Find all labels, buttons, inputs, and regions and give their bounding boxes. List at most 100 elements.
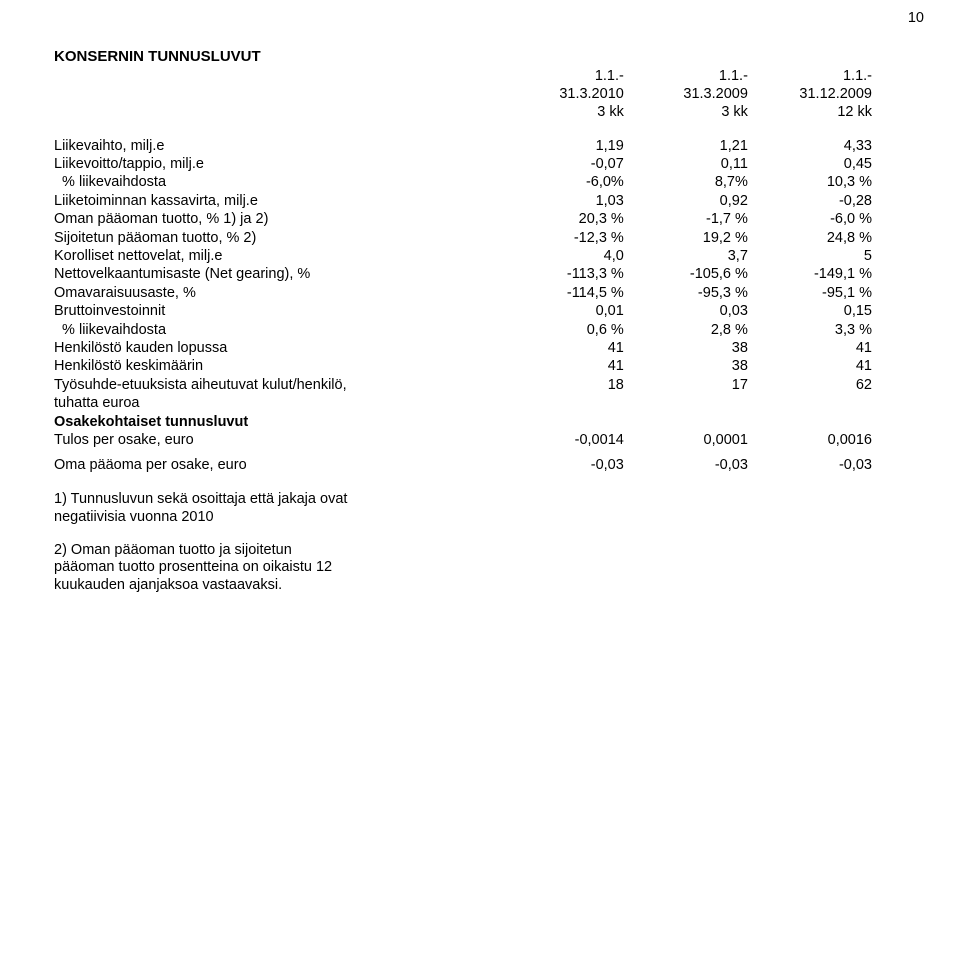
header-cell: 12 kk (776, 104, 900, 122)
row-label: Omavaraisuusaste, % (54, 284, 528, 302)
row-label: Oman pääoman tuotto, % 1) ja 2) (54, 211, 528, 229)
row-value: -6,0 % (776, 211, 900, 229)
row-label: Henkilöstö keskimäärin (54, 358, 528, 376)
row-label: Bruttoinvestoinnit (54, 303, 528, 321)
footnote: 1) Tunnusluvun sekä osoittaja että jakaj… (54, 491, 394, 526)
row-value: 41 (776, 358, 900, 376)
header-cell: 31.3.2009 (652, 85, 776, 103)
header-cell (54, 104, 528, 122)
table-row: Liiketoiminnan kassavirta, milj.e1,030,9… (54, 192, 900, 210)
row-value: 4,0 (528, 248, 652, 266)
empty (528, 413, 652, 431)
header-cell: 1.1.- (528, 67, 652, 85)
row-value: 1,21 (652, 137, 776, 155)
row-value: 41 (776, 339, 900, 357)
row-value: 38 (652, 358, 776, 376)
header-cell (54, 67, 528, 85)
table-row: % liikevaihdosta0,6 %2,8 %3,3 % (54, 321, 900, 339)
row-value: 4,33 (776, 137, 900, 155)
row-value: 24,8 % (776, 229, 900, 247)
header-cell: 31.3.2010 (528, 85, 652, 103)
table-row: Tulos per osake, euro-0,00140,00010,0016 (54, 431, 900, 449)
table-row: Henkilöstö keskimäärin413841 (54, 358, 900, 376)
financial-table: 1.1.-1.1.-1.1.-31.3.201031.3.200931.12.2… (54, 67, 900, 475)
row-value: 3,7 (652, 248, 776, 266)
row-value: -0,07 (528, 156, 652, 174)
row-value: -0,03 (776, 457, 900, 475)
row-label: Oma pääoma per osake, euro (54, 457, 528, 475)
table-header-row: 1.1.-1.1.-1.1.- (54, 67, 900, 85)
row-value: -0,28 (776, 192, 900, 210)
row-value: -12,3 % (528, 229, 652, 247)
row-value: -0,0014 (528, 431, 652, 449)
row-value: 20,3 % (528, 211, 652, 229)
spacer-row (54, 122, 900, 137)
row-value: 0,92 (652, 192, 776, 210)
row-value: -1,7 % (652, 211, 776, 229)
row-value: 0,6 % (528, 321, 652, 339)
table-row: Omavaraisuusaste, %-114,5 %-95,3 %-95,1 … (54, 284, 900, 302)
row-value: 0,11 (652, 156, 776, 174)
row-label: Sijoitetun pääoman tuotto, % 2) (54, 229, 528, 247)
row-value: -95,3 % (652, 284, 776, 302)
header-cell: 31.12.2009 (776, 85, 900, 103)
row-value: 38 (652, 339, 776, 357)
spacer-row (54, 450, 900, 457)
row-label: Liikevaihto, milj.e (54, 137, 528, 155)
row-value: 41 (528, 358, 652, 376)
table-row: Korolliset nettovelat, milj.e4,03,75 (54, 248, 900, 266)
row-value: -114,5 % (528, 284, 652, 302)
header-cell: 1.1.- (776, 67, 900, 85)
table-row: Bruttoinvestoinnit0,010,030,15 (54, 303, 900, 321)
row-value: -95,1 % (776, 284, 900, 302)
row-label: Nettovelkaantumisaste (Net gearing), % (54, 266, 528, 284)
row-value: 0,15 (776, 303, 900, 321)
row-label: % liikevaihdosta (54, 174, 528, 192)
row-value: -6,0% (528, 174, 652, 192)
header-cell: 1.1.- (652, 67, 776, 85)
doc-title: KONSERNIN TUNNUSLUVUT (54, 48, 900, 65)
row-value: 5 (776, 248, 900, 266)
table-row: Liikevaihto, milj.e1,191,214,33 (54, 137, 900, 155)
row-value: 0,0001 (652, 431, 776, 449)
row-value: 1,03 (528, 192, 652, 210)
table-header-row: 31.3.201031.3.200931.12.2009 (54, 85, 900, 103)
empty (652, 413, 776, 431)
row-value (528, 395, 652, 413)
row-label: Korolliset nettovelat, milj.e (54, 248, 528, 266)
empty (776, 413, 900, 431)
row-value: -0,03 (652, 457, 776, 475)
table-row: Liikevoitto/tappio, milj.e-0,070,110,45 (54, 156, 900, 174)
row-value (776, 395, 900, 413)
row-value: 1,19 (528, 137, 652, 155)
row-value: 17 (652, 376, 776, 394)
row-label: Liikevoitto/tappio, milj.e (54, 156, 528, 174)
row-value: 0,0016 (776, 431, 900, 449)
row-value: 10,3 % (776, 174, 900, 192)
page-number: 10 (908, 10, 924, 26)
table-row: Oman pääoman tuotto, % 1) ja 2)20,3 %-1,… (54, 211, 900, 229)
table-row: Henkilöstö kauden lopussa413841 (54, 339, 900, 357)
footnotes: 1) Tunnusluvun sekä osoittaja että jakaj… (54, 491, 900, 594)
table-row: Nettovelkaantumisaste (Net gearing), %-1… (54, 266, 900, 284)
table-row: % liikevaihdosta-6,0%8,7%10,3 % (54, 174, 900, 192)
row-value: -113,3 % (528, 266, 652, 284)
row-value: 0,45 (776, 156, 900, 174)
row-value: 18 (528, 376, 652, 394)
row-value: 41 (528, 339, 652, 357)
header-cell: 3 kk (652, 104, 776, 122)
row-value: -105,6 % (652, 266, 776, 284)
row-value: -149,1 % (776, 266, 900, 284)
row-value: 62 (776, 376, 900, 394)
row-value: 0,03 (652, 303, 776, 321)
row-value: 8,7% (652, 174, 776, 192)
table-header-row: 3 kk3 kk12 kk (54, 104, 900, 122)
row-label: Työsuhde-etuuksista aiheutuvat kulut/hen… (54, 376, 528, 394)
row-value (652, 395, 776, 413)
row-label: Tulos per osake, euro (54, 431, 528, 449)
table-row: Sijoitetun pääoman tuotto, % 2)-12,3 %19… (54, 229, 900, 247)
row-label: Liiketoiminnan kassavirta, milj.e (54, 192, 528, 210)
row-label: tuhatta euroa (54, 395, 528, 413)
page: 10 KONSERNIN TUNNUSLUVUT 1.1.-1.1.-1.1.-… (0, 0, 960, 634)
row-label: % liikevaihdosta (54, 321, 528, 339)
